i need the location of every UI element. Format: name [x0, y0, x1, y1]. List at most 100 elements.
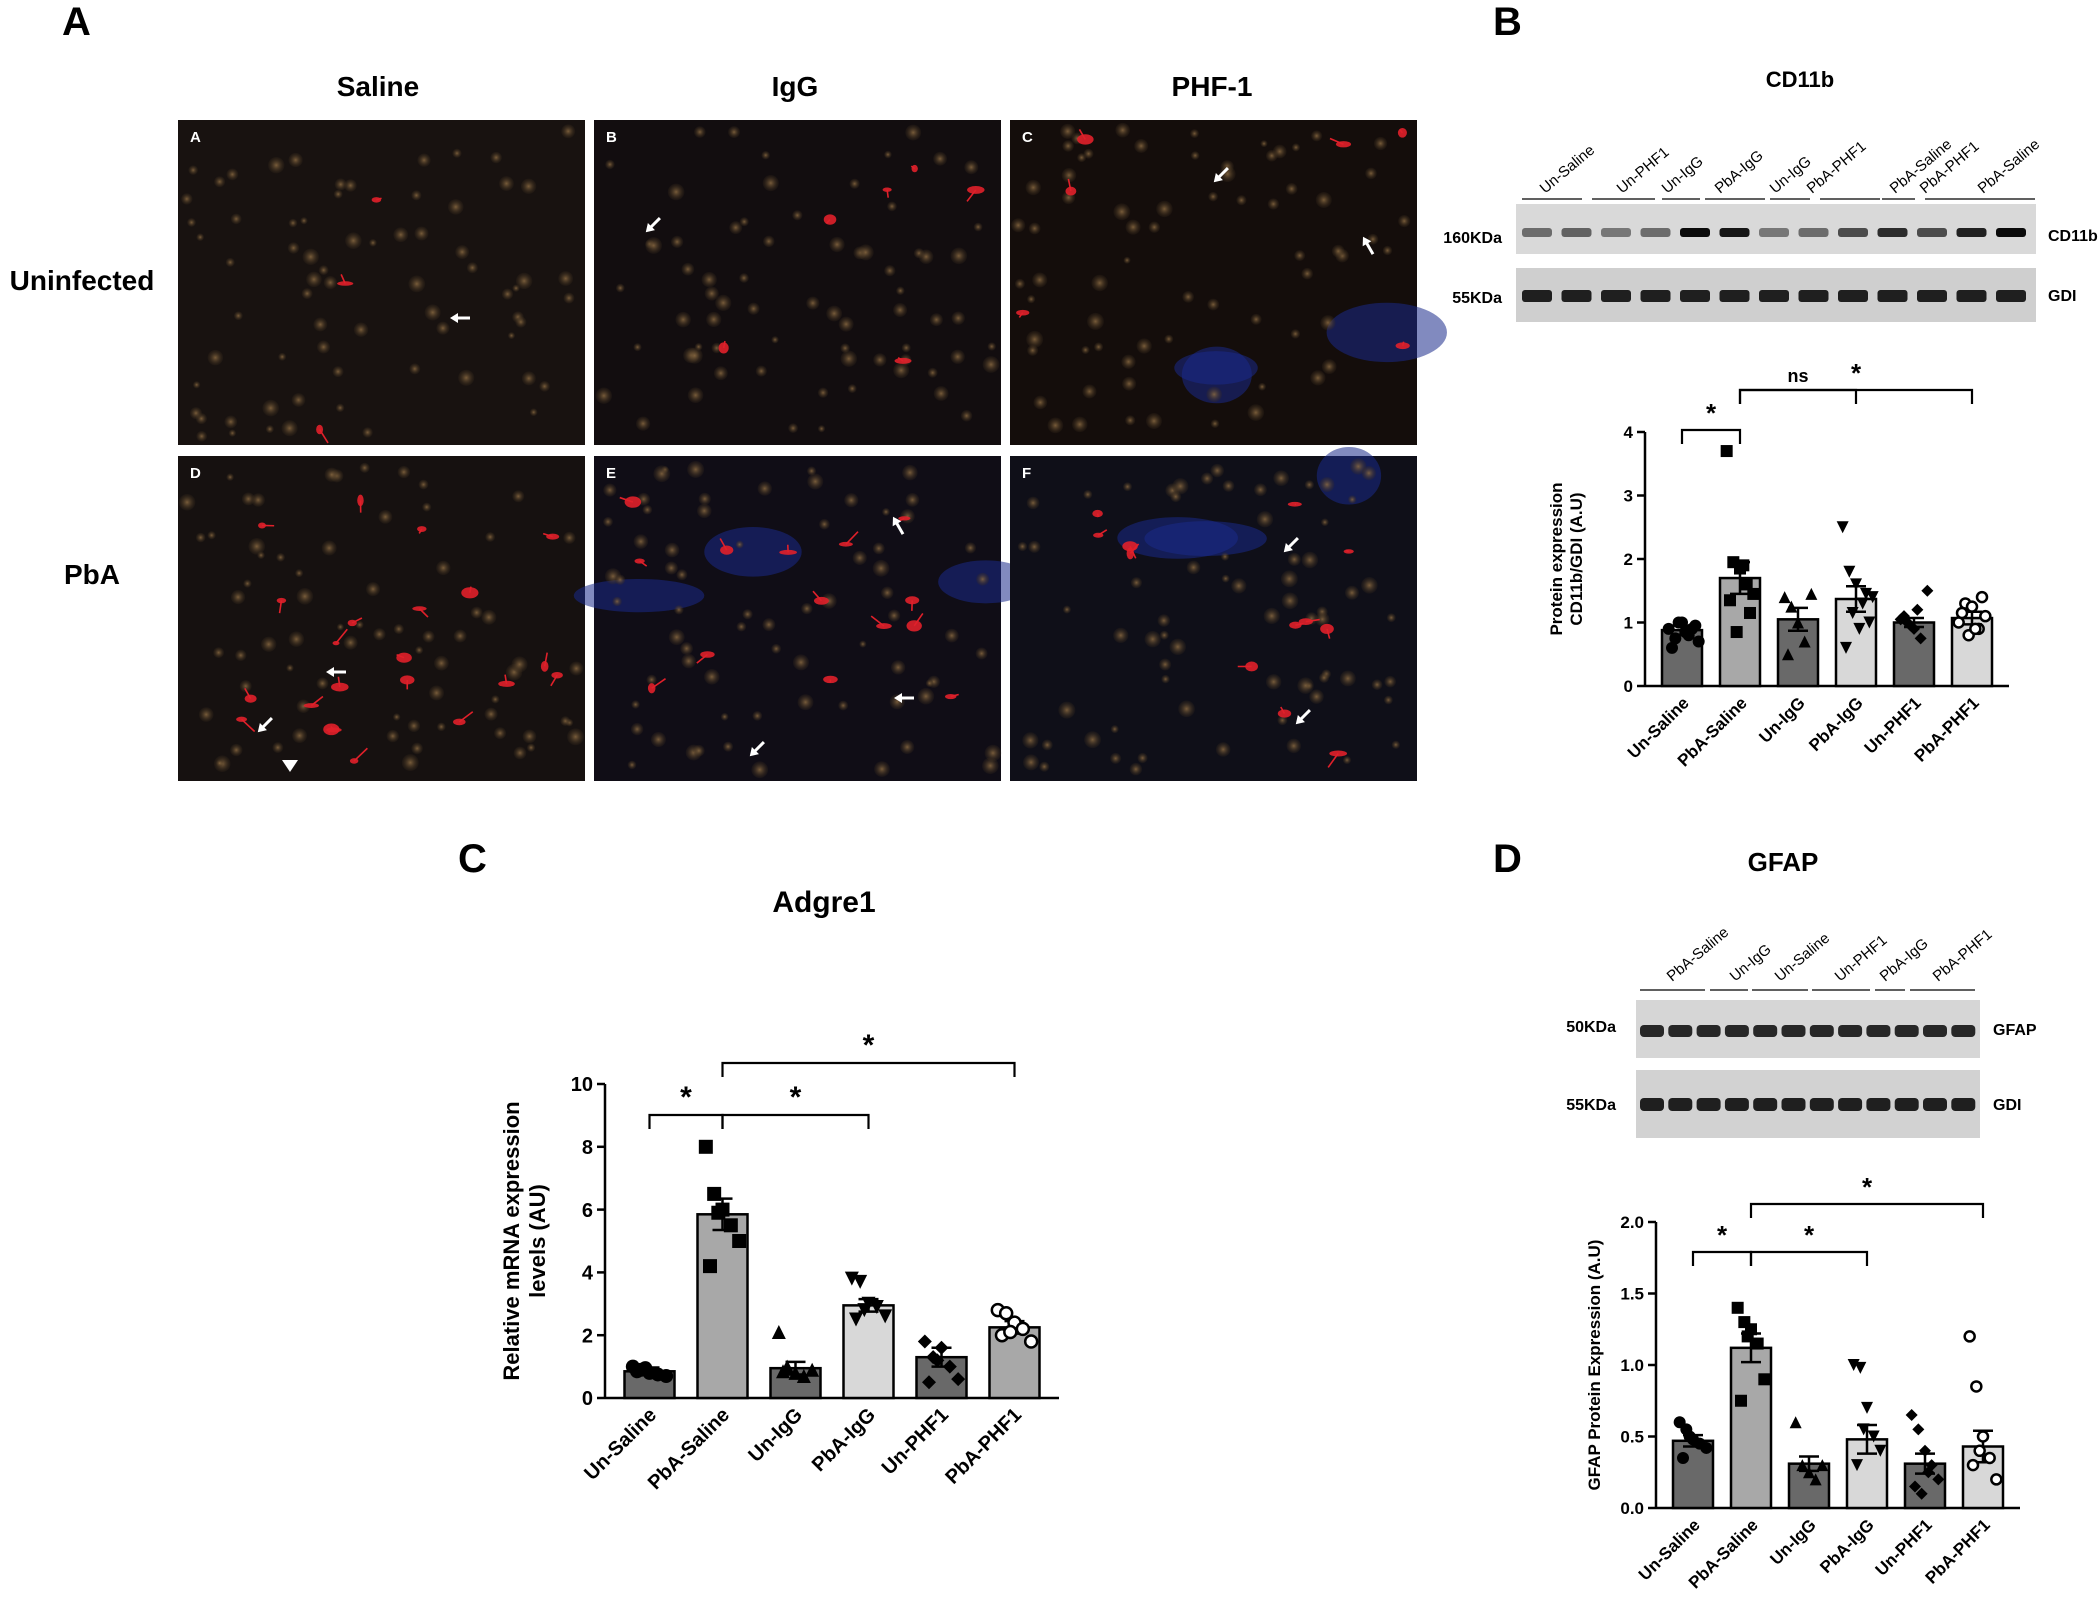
- blot-band-cd11b: [1522, 228, 1552, 237]
- microglia-red: [258, 522, 266, 529]
- data-point: [1969, 622, 1982, 636]
- neuron-cell: [645, 237, 663, 254]
- neuron-cell: [874, 761, 890, 777]
- neuron-cell: [507, 332, 515, 340]
- neuron-cell: [1265, 674, 1282, 690]
- neuron-cell: [436, 321, 450, 335]
- neuron-cell: [687, 460, 705, 478]
- micrograph-background: [594, 120, 1001, 445]
- data-point: [1662, 622, 1675, 635]
- neuron-cell: [1122, 376, 1137, 391]
- blot-band-cd11b: [1601, 228, 1631, 237]
- microglia-process: [458, 711, 474, 723]
- microglia-process: [696, 653, 708, 664]
- neuron-cell: [1250, 313, 1262, 325]
- neuron-cell: [181, 193, 193, 205]
- neuron-cell: [1331, 244, 1345, 258]
- blot-d-label-gfap: GFAP: [1993, 1022, 2037, 1039]
- neuron-cell: [224, 415, 238, 429]
- neuron-cell: [225, 257, 235, 267]
- neuron-cell: [188, 165, 198, 175]
- data-point: [1751, 1337, 1764, 1350]
- neuron-cell: [485, 532, 496, 542]
- neuron-cell: [1083, 489, 1093, 499]
- microglia-process: [376, 197, 382, 201]
- neuron-cell: [680, 642, 693, 655]
- data-point: [942, 1359, 957, 1374]
- blot-band-cd11b: [1956, 228, 1987, 237]
- y-tick-label: 4: [1624, 423, 1634, 442]
- microglia-process: [396, 653, 405, 659]
- blot-lane-label: Un-Saline: [1537, 142, 1598, 197]
- blot-band-gdi: [1680, 290, 1710, 302]
- data-point: [1909, 1480, 1921, 1493]
- neuron-cell: [515, 272, 533, 290]
- microglia-process: [966, 189, 977, 202]
- y-axis-label-line: CD11b/GDI (A.U): [1567, 492, 1586, 625]
- neuron-cell: [481, 609, 497, 625]
- neuron-cell: [1272, 144, 1287, 159]
- neuron-cell: [335, 403, 345, 413]
- data-point: [998, 1305, 1014, 1321]
- neuron-cell: [1291, 143, 1301, 152]
- neuron-cell: [681, 653, 696, 669]
- data-point: [1737, 559, 1750, 572]
- neuron-cell: [739, 217, 749, 227]
- neuron-cell: [1062, 140, 1074, 152]
- blot-band-gdi: [1809, 1098, 1834, 1111]
- neuron-cell: [1273, 470, 1289, 487]
- blot-d-band-gdi: [1636, 1070, 1980, 1138]
- y-tick-label: 2: [1624, 550, 1633, 569]
- y-axis-label: Protein expressionCD11b/GDI (A.U): [1547, 482, 1586, 635]
- microglia-process: [328, 728, 332, 734]
- data-point: [1747, 587, 1760, 600]
- neuron-cell: [1110, 752, 1122, 764]
- data-point: [1905, 1409, 1918, 1422]
- neuron-cell: [291, 393, 306, 407]
- neuron-cell: [1084, 731, 1101, 749]
- neuron-cell: [429, 685, 445, 701]
- neuron-cell: [973, 222, 983, 232]
- data-point: [1003, 1324, 1018, 1340]
- blot-b-band-cd11b: [1516, 204, 2036, 254]
- data-point: [711, 1205, 726, 1220]
- neuron-cell: [1047, 417, 1064, 434]
- neuron-cell: [296, 588, 314, 605]
- data-point: [1015, 1321, 1031, 1337]
- y-axis-label: GFAP Protein Expression (A.U): [1585, 1240, 1604, 1491]
- arrow-icon: [326, 667, 346, 677]
- data-point: [788, 1365, 803, 1380]
- blot-band-cd11b: [1719, 228, 1750, 237]
- neuron-cell: [1367, 233, 1379, 245]
- data-point: [698, 1139, 713, 1154]
- neuron-cell: [1125, 415, 1136, 426]
- panel-c: C: [458, 837, 487, 881]
- neuron-cell: [1361, 577, 1378, 594]
- blot-band-gfap: [1753, 1025, 1778, 1037]
- neuron-cell: [408, 275, 426, 293]
- data-point: [922, 1375, 936, 1390]
- microglia-process: [886, 189, 889, 198]
- blot-lane-label: PbA-IgG: [1712, 147, 1767, 197]
- data-point: [1915, 1487, 1928, 1500]
- neuron-cell: [933, 151, 947, 166]
- neuron-cell: [676, 569, 688, 581]
- neuron-cell: [411, 742, 423, 755]
- data-point: [1963, 1330, 1976, 1343]
- y-tick-label: 0.0: [1620, 1499, 1644, 1518]
- data-point: [638, 1361, 653, 1376]
- neuron-cell: [1215, 742, 1231, 757]
- neuron-cell: [1011, 218, 1026, 233]
- significance-bracket: [1738, 388, 1858, 404]
- data-point: [1023, 1334, 1039, 1349]
- neuron-cell: [893, 303, 908, 318]
- neuron-cell: [826, 305, 843, 322]
- significance-label: *: [1862, 1172, 1873, 1202]
- blot-lane-label: Un-Saline: [1772, 930, 1833, 985]
- micrograph-letter: D: [190, 465, 201, 482]
- microglia-red: [453, 718, 466, 726]
- neuron-cell: [515, 316, 527, 328]
- microglia-process: [639, 560, 648, 567]
- neuron-cell: [603, 516, 613, 527]
- data-point: [1863, 616, 1876, 629]
